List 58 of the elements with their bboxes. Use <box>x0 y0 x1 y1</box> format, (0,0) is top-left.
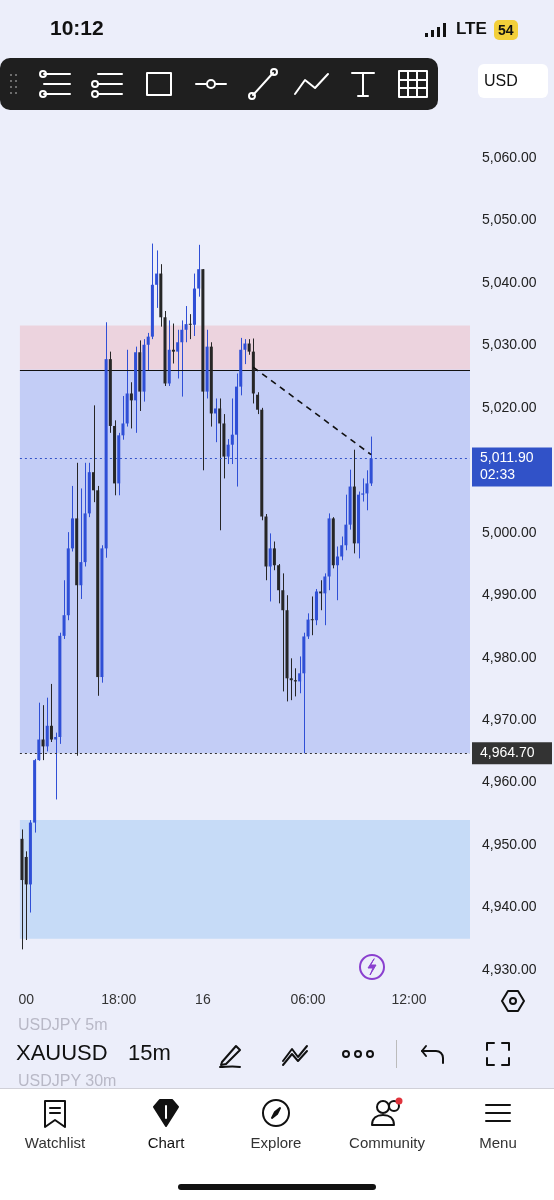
x-tick-label: 12:00 <box>391 991 427 1008</box>
candlestick <box>306 612 310 640</box>
ref-line-label: 4,964.70 <box>480 744 535 761</box>
candlestick <box>268 532 272 602</box>
text: Community <box>348 1134 426 1151</box>
y-tick-label: 5,030.00 <box>482 336 537 353</box>
y-tick-label: 4,980.00 <box>482 648 537 665</box>
y-tick-label: 4,940.00 <box>482 898 537 915</box>
candlestick <box>49 683 53 743</box>
x-tick-label: 18:00 <box>101 991 137 1008</box>
candlestick <box>188 313 192 340</box>
y-tick-label: 5,060.00 <box>482 148 537 165</box>
candlestick <box>180 319 184 398</box>
candlestick <box>171 323 175 364</box>
candlestick <box>79 487 83 600</box>
text: Chart <box>146 1134 186 1151</box>
x-tick-label: 00 <box>18 991 35 1008</box>
text: 54 <box>494 20 518 40</box>
candlestick <box>230 397 234 465</box>
text: LTE <box>456 19 487 39</box>
text: XAUUSD <box>16 1040 108 1066</box>
candlestick <box>323 572 327 626</box>
candlestick <box>272 541 276 571</box>
candlestick <box>129 381 133 429</box>
y-tick-label: 4,950.00 <box>482 835 537 852</box>
y-tick-label: 5,020.00 <box>482 398 537 415</box>
candlestick <box>146 332 150 371</box>
text: Menu <box>478 1134 518 1151</box>
candlestick <box>213 397 218 443</box>
candlestick <box>184 305 188 343</box>
text: Watchlist <box>23 1134 87 1151</box>
candlestick <box>176 329 180 379</box>
candlestick <box>365 469 369 511</box>
candlestick <box>62 579 66 640</box>
candlestick <box>197 244 201 298</box>
y-tick-label: 5,040.00 <box>482 273 537 290</box>
x-tick-label: 06:00 <box>290 991 326 1008</box>
candlestick <box>289 657 293 701</box>
y-tick-label: 5,050.00 <box>482 211 537 228</box>
candlestick <box>310 595 314 636</box>
text: Explore <box>249 1134 303 1151</box>
candlestick <box>319 579 323 611</box>
candlestick <box>155 249 159 309</box>
x-tick-label: 16 <box>195 991 211 1008</box>
candlestick <box>335 546 340 601</box>
text: 10:12 <box>50 16 104 40</box>
y-tick-label: 5,000.00 <box>482 523 537 540</box>
y-tick-label: 4,930.00 <box>482 960 537 977</box>
candlestick <box>218 397 222 531</box>
y-tick-label: 4,960.00 <box>482 773 537 790</box>
text: 15m <box>128 1040 171 1066</box>
candlestick <box>45 697 49 752</box>
text: USD <box>478 64 548 98</box>
text: 02:33 <box>480 466 516 483</box>
ref-line-label: 5,011.90 <box>480 449 534 466</box>
candlestick <box>226 438 230 465</box>
y-tick-label: 4,990.00 <box>482 586 537 603</box>
y-tick-label: 4,970.00 <box>482 711 537 728</box>
